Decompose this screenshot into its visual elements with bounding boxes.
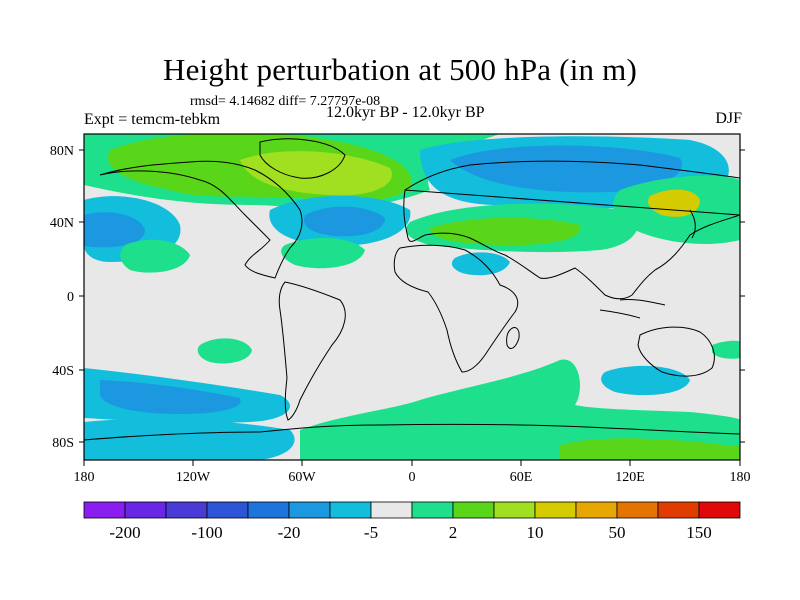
colorbar-box xyxy=(534,501,577,519)
colorbar-label: 2 xyxy=(449,523,458,542)
coastlines xyxy=(84,138,740,441)
colorbar-box xyxy=(616,501,659,519)
field-southern-band-mid xyxy=(560,438,740,460)
colorbar-label: -5 xyxy=(364,523,378,542)
field-red-sea-low xyxy=(451,252,510,276)
field-sh-pos-small xyxy=(197,338,252,364)
lon-axis: 180 120W 60W 0 60E 120E 180 xyxy=(74,460,751,485)
colorbar-label: 50 xyxy=(609,523,626,542)
coast-north-america xyxy=(99,160,303,279)
stats-text: rmsd= 4.14682 diff= 7.27797e-08 xyxy=(190,94,381,109)
field-greenland-core xyxy=(240,151,392,196)
lon-label-60e: 60E xyxy=(510,470,533,485)
field-sh-pac-low-core xyxy=(100,380,241,414)
lat-axis: 80N 40N 0 40S 80S xyxy=(50,144,745,451)
lon-label-120e: 120E xyxy=(615,470,645,485)
period-label: 12.0kyr BP - 12.0kyr BP xyxy=(326,104,485,121)
map-title: Height perturbation at 500 hPa (in m) xyxy=(162,52,638,87)
colorbar-box xyxy=(411,501,454,519)
colorbar-box xyxy=(329,501,372,519)
map-field xyxy=(84,134,740,460)
lat-label-40n: 40N xyxy=(50,216,74,231)
coast-eurasia xyxy=(403,160,740,300)
lat-label-80s: 80S xyxy=(52,436,74,451)
colorbar-box xyxy=(657,501,700,519)
colorbar-box xyxy=(206,501,249,519)
lon-label-0: 0 xyxy=(409,470,416,485)
colorbar-box xyxy=(124,501,167,519)
colorbar-label: -100 xyxy=(191,523,222,542)
colorbar-box xyxy=(83,501,126,519)
field-eurasia-core xyxy=(430,217,581,246)
lat-label-40s: 40S xyxy=(52,364,74,379)
colorbar-box xyxy=(452,501,495,519)
lon-label-180e: 180 xyxy=(730,470,751,485)
field-atlantic-low-core xyxy=(304,206,385,237)
colorbar-box xyxy=(247,501,290,519)
lon-label-120w: 120W xyxy=(176,470,211,485)
colorbar-box xyxy=(165,501,208,519)
colorbar: -200 -100 -20 -5 2 10 50 150 xyxy=(83,501,741,542)
field-siberia-core xyxy=(450,145,682,193)
field-southern-band-low xyxy=(84,418,295,460)
coast-indonesia xyxy=(599,299,666,319)
colorbar-label: -20 xyxy=(278,523,301,542)
colorbar-box xyxy=(575,501,618,519)
season-label: DJF xyxy=(715,110,742,127)
experiment-label: Expt = temcm-tebkm xyxy=(84,111,221,128)
field-east-asia-core xyxy=(648,189,700,217)
coast-south-america xyxy=(278,281,346,421)
colorbar-box xyxy=(698,501,741,519)
field-natl-pos xyxy=(281,238,365,269)
field-pacific-low-core xyxy=(84,212,145,248)
colorbar-label: -200 xyxy=(109,523,140,542)
field-sh-ind-low xyxy=(601,365,690,396)
coast-madagascar xyxy=(506,327,520,349)
lat-label-80n: 80N xyxy=(50,144,74,159)
field-sh-pos-east xyxy=(712,340,740,359)
field-west-pac-pos xyxy=(120,239,190,273)
colorbar-label: 10 xyxy=(527,523,544,542)
colorbar-box xyxy=(493,501,536,519)
coast-australia xyxy=(637,326,715,377)
colorbar-boxes xyxy=(83,501,741,519)
lon-label-180w: 180 xyxy=(74,470,95,485)
lat-label-0: 0 xyxy=(67,290,74,305)
coast-africa xyxy=(393,244,519,373)
colorbar-label: 150 xyxy=(686,523,712,542)
coast-antarctica xyxy=(84,423,740,441)
coast-greenland xyxy=(259,138,346,179)
colorbar-labels: -200 -100 -20 -5 2 10 50 150 xyxy=(109,523,711,542)
field-southern-band xyxy=(300,359,740,460)
lon-label-60w: 60W xyxy=(288,470,316,485)
colorbar-box xyxy=(370,501,413,519)
coast-japan xyxy=(689,209,696,239)
colorbar-box xyxy=(288,501,331,519)
